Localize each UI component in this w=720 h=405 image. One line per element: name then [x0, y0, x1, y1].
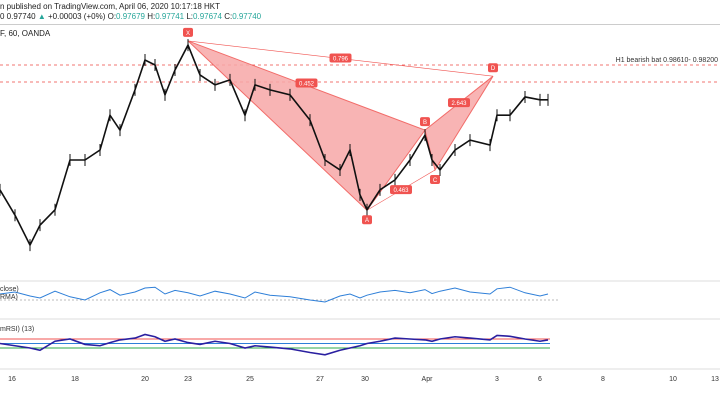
change: +0.00003 (+0%)	[47, 12, 106, 21]
x-tick-label: 10	[669, 376, 677, 383]
publish-info: n published on TradingView.com, April 06…	[0, 2, 220, 11]
point-label-C: C	[433, 178, 438, 184]
x-tick-label: 3	[495, 376, 499, 383]
ratio-badge	[295, 78, 318, 88]
ratio-label: 0.463	[393, 188, 409, 194]
ratio-badge	[448, 98, 470, 108]
ohlc-readout: 0 0.97740 ▲ +0.00003 (+0%) O:0.97679 H:0…	[0, 12, 261, 21]
point-badge-B	[420, 117, 430, 127]
close-label: C:	[224, 12, 233, 21]
point-label-B: B	[423, 120, 427, 126]
x-tick-label: 25	[246, 376, 254, 383]
symbol-label: F, 60, OANDA	[0, 29, 51, 38]
ratio-badge	[329, 53, 352, 63]
osc1-line	[0, 286, 549, 303]
point-label-X: X	[186, 31, 190, 37]
ratio-label: 0.452	[299, 82, 315, 88]
osc2-line	[0, 333, 549, 356]
x-tick-label: 8	[601, 376, 605, 383]
last-price: 0 0.97740	[0, 12, 36, 21]
x-tick-label: 30	[361, 376, 369, 383]
x-tick-label: 16	[8, 376, 16, 383]
high-label: H:	[147, 12, 156, 21]
x-tick-label: 18	[71, 376, 79, 383]
low-label: L:	[186, 12, 194, 21]
ratio-label: 0.796	[333, 57, 349, 63]
point-badge-C	[430, 174, 440, 184]
zone-label: H1 bearish bat 0.98610- 0.98200	[616, 57, 718, 64]
x-tick-label: 20	[141, 376, 149, 383]
osc1-title: close)	[0, 286, 19, 293]
ratio-label: 2.643	[451, 101, 467, 107]
point-label-D: D	[491, 66, 496, 72]
point-label-A: A	[365, 218, 369, 224]
x-tick-label: 13	[711, 376, 719, 383]
pattern-bcd-triangle	[424, 75, 494, 172]
x-tick-label: Apr	[422, 376, 434, 383]
point-badge-X	[183, 27, 193, 37]
pattern-xab-triangle	[187, 40, 426, 211]
point-badge-D	[488, 63, 498, 73]
up-arrow-icon: ▲	[37, 12, 46, 21]
low-value: 0.97674	[193, 12, 222, 21]
open-value: 0.97679	[116, 12, 145, 21]
high-value: 0.97741	[155, 12, 185, 21]
point-badge-A	[362, 215, 372, 225]
osc1-subtitle: RMA)	[0, 294, 18, 301]
close-value: 0.97740	[232, 12, 262, 21]
ratio-badge	[390, 185, 412, 195]
x-tick-label: 6	[538, 376, 542, 383]
x-tick-label: 23	[184, 376, 192, 383]
open-label: O:	[107, 12, 117, 21]
x-tick-label: 27	[316, 376, 324, 383]
header-divider	[0, 24, 720, 25]
osc2-title: mRSI) (13)	[0, 326, 34, 333]
